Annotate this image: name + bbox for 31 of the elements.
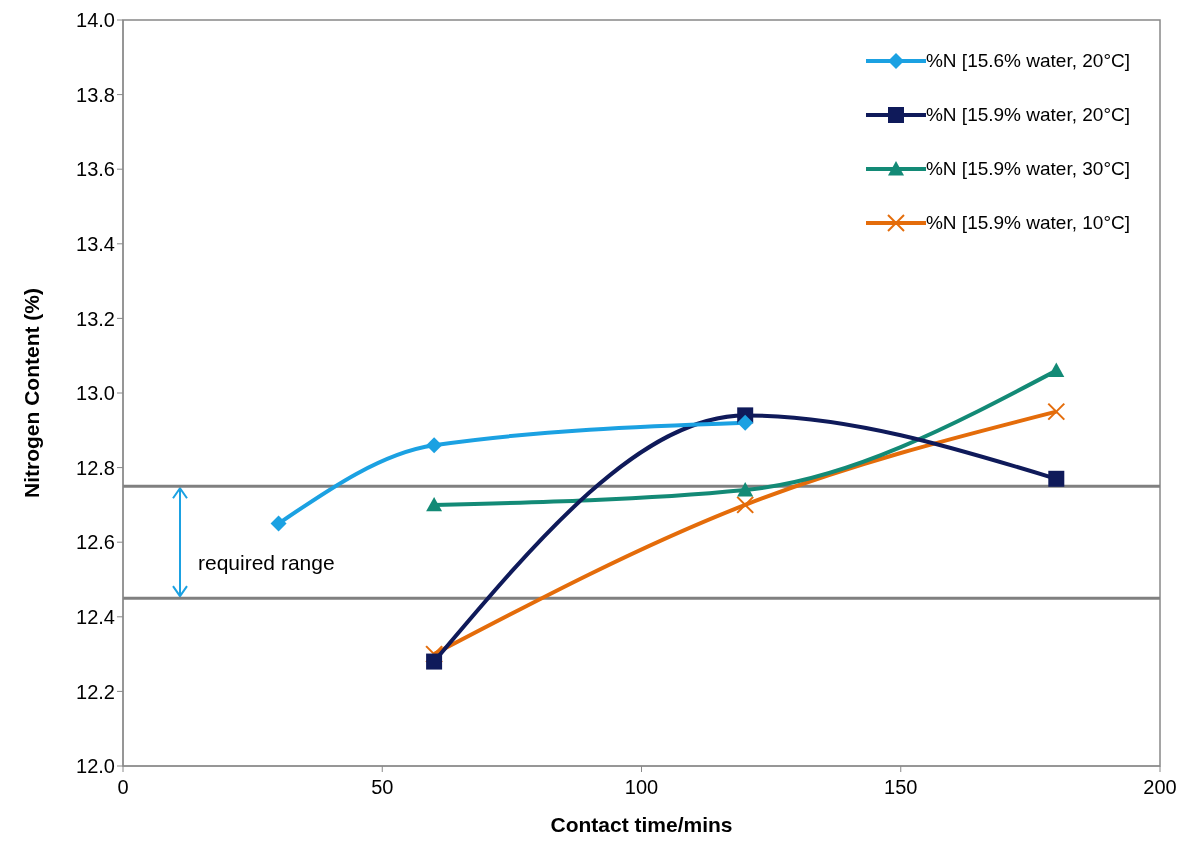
annotation: required range xyxy=(198,551,335,575)
y-tick-label: 14.0 xyxy=(76,9,115,32)
point xyxy=(426,653,443,670)
x-axis-title: Contact time/mins xyxy=(550,813,733,836)
y-tick-label: 12.2 xyxy=(76,680,115,703)
y-tick-label: 13.2 xyxy=(76,307,115,330)
y-tick-label: 13.0 xyxy=(76,382,115,405)
point xyxy=(737,481,754,497)
x-tick-label: 200 xyxy=(1143,776,1177,799)
y-tick-label: 12.8 xyxy=(76,456,115,479)
y-tick-label: 12.4 xyxy=(76,605,115,628)
point xyxy=(1048,362,1065,378)
x-tick-label: 150 xyxy=(884,776,918,799)
x-tick-label: 100 xyxy=(624,776,659,799)
point xyxy=(737,414,754,431)
y-tick-label: 13.8 xyxy=(76,83,115,106)
x-tick-label: 0 xyxy=(117,776,129,799)
y-tick-label: 13.6 xyxy=(76,158,115,181)
legend-label: %N [15.6% water, 20°C] xyxy=(925,50,1130,72)
point xyxy=(1048,470,1065,487)
x-tick-label: 50 xyxy=(371,776,394,799)
y-axis-title: Nitrogen Content (%) xyxy=(20,288,44,498)
point xyxy=(270,515,287,532)
point xyxy=(426,496,443,512)
legend-label: %N [15.9% water, 20°C] xyxy=(925,104,1130,126)
y-tick-label: 12.6 xyxy=(76,531,115,554)
y-tick-label: 13.4 xyxy=(76,232,115,255)
legend-label: %N [15.9% water, 10°C] xyxy=(925,212,1130,234)
y-tick-label: 12.0 xyxy=(76,755,115,778)
legend-label: %N [15.9% water, 30°C] xyxy=(925,158,1130,180)
point xyxy=(426,437,443,454)
